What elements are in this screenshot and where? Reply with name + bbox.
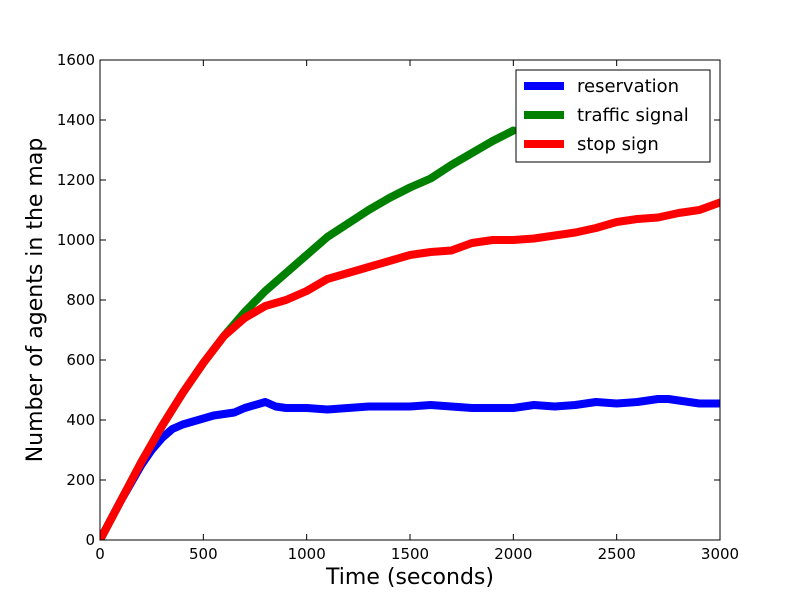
legend-label-reservation: reservation: [577, 76, 679, 97]
x-tick-label: 2500: [598, 545, 636, 563]
legend: reservation traffic signal stop sign: [515, 69, 711, 163]
y-tick-label: 400: [66, 411, 95, 429]
x-tick-label: 3000: [701, 545, 739, 563]
plot-area: [100, 126, 720, 540]
y-axis-title: Number of agents in the map: [23, 138, 48, 463]
legend-label-traffic-signal: traffic signal: [577, 105, 689, 126]
legend-label-stop-sign: stop sign: [577, 134, 659, 155]
x-axis-title: Time (seconds): [325, 565, 494, 590]
y-tick-label: 1400: [57, 111, 95, 129]
y-tick-label: 600: [66, 351, 95, 369]
y-tick-label: 0: [85, 531, 95, 549]
x-tick-label: 1000: [288, 545, 326, 563]
series-line-stop-sign: [100, 198, 720, 540]
y-tick-label: 1000: [57, 231, 95, 249]
series-line-reservation: [100, 395, 720, 540]
x-tick-label: 1500: [391, 545, 429, 563]
series-line-traffic-signal: [100, 126, 518, 540]
y-tick-label: 1600: [57, 51, 95, 69]
x-tick-label: 500: [189, 545, 218, 563]
y-tick-label: 200: [66, 471, 95, 489]
x-tick-label: 2000: [494, 545, 532, 563]
y-tick-label: 1200: [57, 171, 95, 189]
x-tick-label: 0: [95, 545, 105, 563]
y-tick-label: 800: [66, 291, 95, 309]
axes: 0 500 1000 1500 2000 2500 3000 0 200 400 600 800 100…: [57, 51, 739, 563]
